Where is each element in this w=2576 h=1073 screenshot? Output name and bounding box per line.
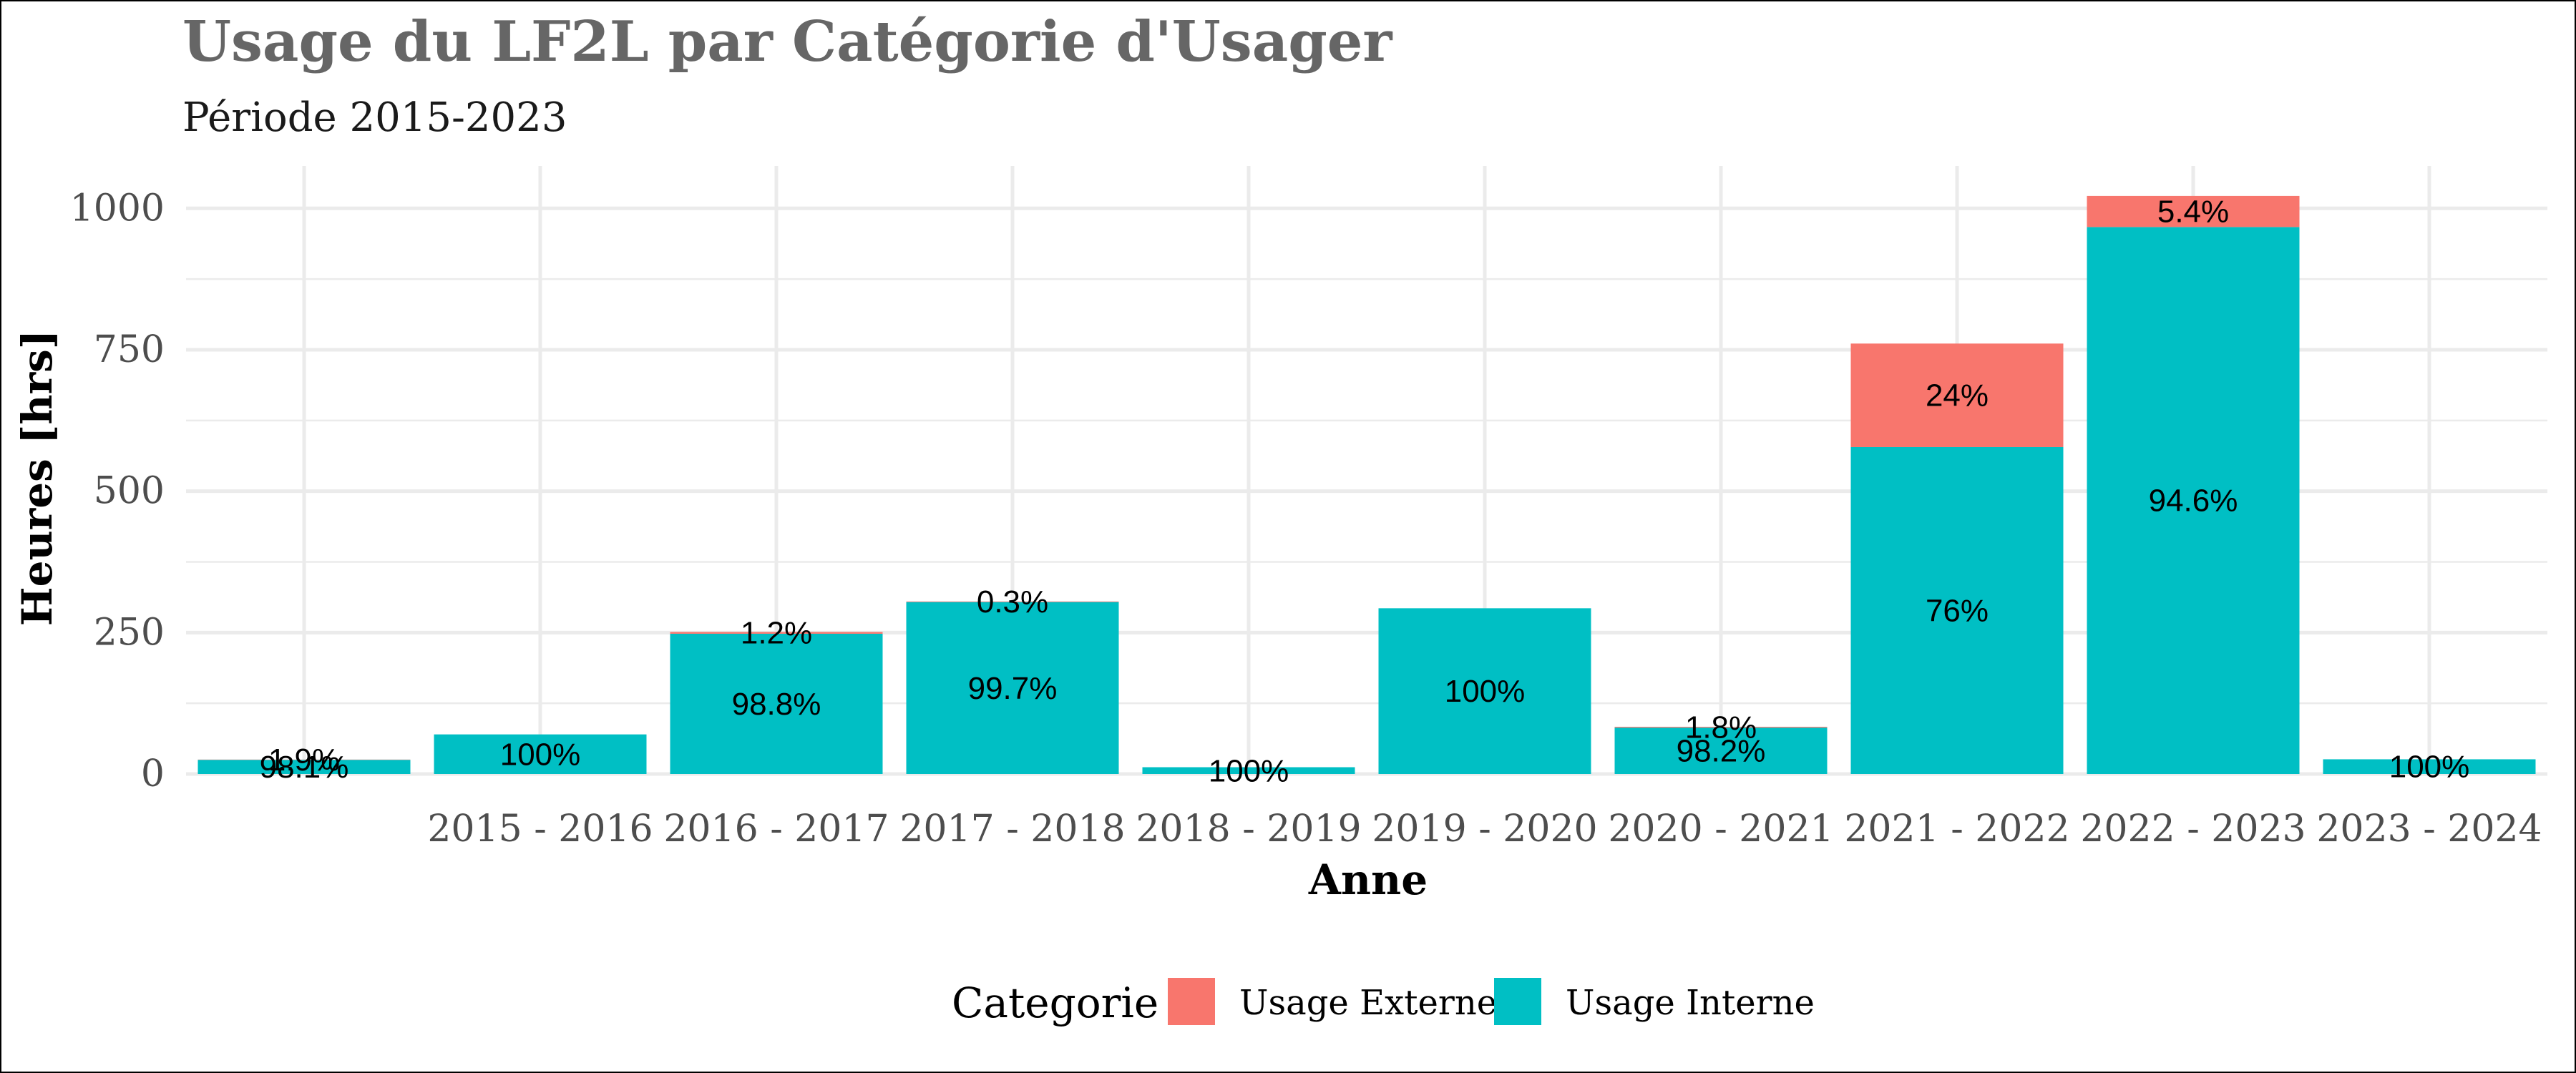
bar-value-label: 1.9% — [268, 743, 340, 778]
bar-value-label: 100% — [2389, 750, 2470, 785]
chart-title: Usage du LF2L par Catégorie d'Usager — [182, 9, 1392, 74]
bar-usage-interne — [670, 633, 883, 774]
x-axis-ticks: 2015 - 2016 2016 - 2017 2017 - 2018 2018 - … — [427, 808, 2542, 851]
bar-value-label: 99.7% — [968, 671, 1058, 706]
legend: Categorie Usage Externe Usage Interne — [952, 978, 1815, 1027]
x-tick-label: 2018 - 2019 — [1136, 808, 1361, 851]
legend-label: Usage Externe — [1239, 983, 1497, 1023]
bar-value-label: 98.2% — [1677, 734, 1766, 769]
bar-value-label: 24% — [1926, 378, 1989, 413]
bar-value-label: 5.4% — [2157, 195, 2229, 230]
x-tick-label: 2022 - 2023 — [2080, 808, 2306, 851]
y-tick-label: 0 — [141, 753, 165, 795]
y-tick-label: 500 — [94, 470, 165, 513]
bar-usage-interne — [1614, 727, 1828, 774]
x-tick-label: 2019 - 2020 — [1372, 808, 1597, 851]
bar-usage-interne — [2087, 227, 2300, 774]
bar-usage-interne — [197, 760, 411, 774]
bar-value-label: 100% — [1445, 674, 1526, 709]
y-axis-ticks: 0 250 500 750 1000 — [70, 187, 165, 795]
x-tick-label: 2015 - 2016 — [427, 808, 653, 851]
x-axis-title: Anne — [1308, 856, 1428, 904]
bars: 98.1%1.9% 100% 98.8% 1.2% 99.7% 0.3% 100% 100% 9… — [197, 195, 2536, 788]
bar-usage-interne — [1378, 608, 1591, 774]
y-tick-label: 250 — [94, 611, 165, 654]
legend-title: Categorie — [952, 979, 1158, 1027]
chart-subtitle: Période 2015-2023 — [182, 94, 567, 141]
bar-usage-interne — [2323, 759, 2536, 774]
x-tick-label: 2017 - 2018 — [899, 808, 1125, 851]
bar-usage-interne — [434, 734, 647, 774]
legend-key — [1494, 978, 1541, 1025]
bar-usage-externe — [2087, 195, 2300, 227]
bar-value-label: 0.3% — [977, 584, 1048, 619]
bar-value-label: 100% — [500, 737, 581, 772]
x-tick-label: 2023 - 2024 — [2316, 808, 2542, 851]
bar-value-label: 1.2% — [741, 616, 812, 651]
x-tick-label: 2020 - 2021 — [1608, 808, 1833, 851]
y-tick-label: 750 — [94, 328, 165, 371]
bar-usage-externe — [670, 632, 883, 634]
bar-value-label: 100% — [1209, 753, 1289, 788]
legend-label: Usage Interne — [1566, 983, 1815, 1023]
bar-usage-interne — [1850, 446, 2064, 774]
bar-value-label: 98.8% — [732, 687, 821, 722]
x-tick-label: 2021 - 2022 — [1844, 808, 2069, 851]
x-tick-label: 2016 - 2017 — [663, 808, 889, 851]
bar-value-label: 76% — [1926, 593, 1989, 628]
bar-usage-interne — [1142, 767, 1355, 774]
bar-usage-interne — [906, 602, 1119, 774]
bar-usage-externe — [1850, 343, 2064, 447]
y-axis-title: Heures [hrs] — [13, 330, 62, 626]
legend-key — [1168, 978, 1215, 1025]
bar-value-label: 1.8% — [1685, 710, 1757, 745]
y-tick-label: 1000 — [70, 187, 165, 230]
bar-value-label: 98.1% — [260, 750, 349, 785]
bar-value-label: 94.6% — [2149, 484, 2238, 519]
